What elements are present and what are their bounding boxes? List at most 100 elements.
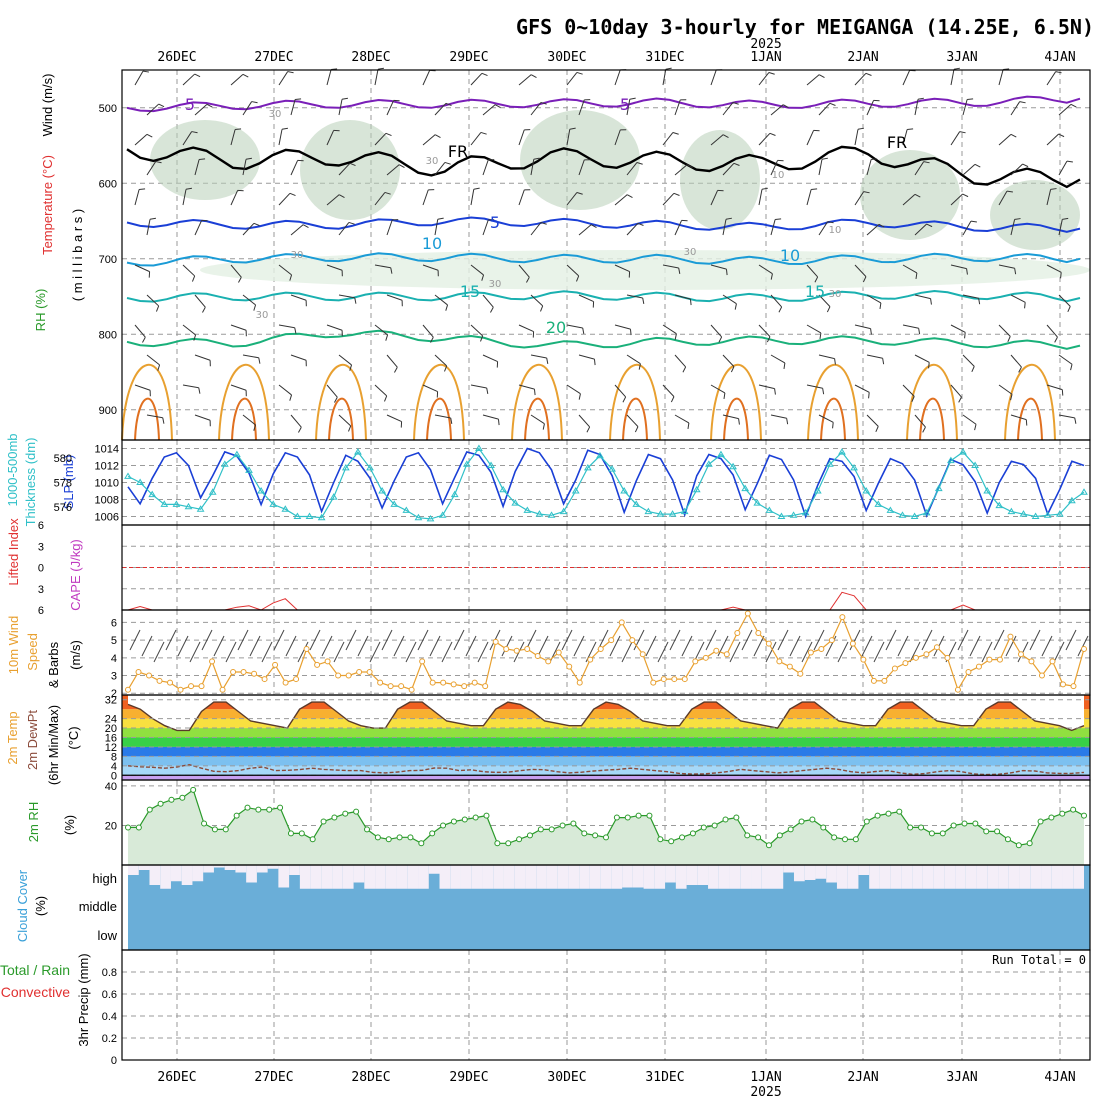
wind-barb-flag	[822, 388, 825, 395]
wind10m-panel: 2 3 4 5 6	[111, 610, 1090, 700]
thickness-tick: 576	[54, 502, 72, 514]
wind-speed-marker	[828, 637, 835, 644]
rh-marker	[874, 812, 881, 819]
cloud-bar	[740, 865, 752, 889]
wind-barb-flag	[385, 334, 389, 341]
thickness-marker	[729, 462, 737, 470]
wind-barb	[902, 324, 919, 329]
wind-barb	[530, 294, 544, 307]
slp-tick: 1006	[95, 512, 119, 524]
wind-barb	[758, 72, 770, 86]
wind-speed-marker	[860, 656, 867, 663]
wind10-barb	[669, 629, 681, 651]
temp-color-band	[122, 756, 1090, 766]
rh-marker	[1015, 842, 1022, 849]
rh-marker	[374, 834, 381, 841]
wind10-barb	[273, 629, 285, 651]
cloud-bar	[289, 865, 300, 875]
wind-barb-flag	[398, 164, 405, 168]
wind10-barb	[165, 629, 177, 651]
wind-barb-flag	[338, 194, 345, 198]
wind10-barb	[633, 629, 645, 651]
cloud-bar	[385, 865, 397, 889]
cloud-bar	[342, 865, 354, 889]
wind-barb	[998, 264, 1015, 269]
wind-barb	[626, 162, 638, 176]
temp-tick: 8	[111, 751, 117, 763]
wind-speed-marker	[912, 654, 919, 661]
wind-barb	[194, 159, 200, 176]
wind-barb-flag	[770, 273, 773, 280]
wind-barb	[998, 69, 1004, 86]
thickness-marker	[414, 513, 423, 521]
wind-barb-flag	[964, 332, 966, 339]
wind-barb-flag	[970, 220, 977, 223]
wind-barb	[626, 294, 643, 299]
cloud-bar	[138, 865, 150, 870]
rh-marker	[820, 824, 827, 831]
wind10-label: 10m Wind	[6, 616, 21, 675]
wind10-barb	[129, 629, 141, 651]
date-label-bottom: 28DEC	[351, 1070, 390, 1085]
wind-barb	[530, 102, 542, 116]
wind10-barb	[429, 635, 441, 657]
wind-barb	[278, 129, 283, 146]
wind10-barb	[741, 629, 753, 651]
wind-barb	[578, 99, 585, 116]
thickness-marker	[329, 493, 338, 500]
rh-marker	[798, 818, 805, 825]
wind-barb	[470, 384, 487, 389]
rh-tick: 20	[105, 820, 117, 832]
cloud-bar	[761, 865, 773, 889]
wind-barb	[326, 384, 338, 398]
wind-barb	[626, 414, 639, 427]
wind10-barb	[1077, 635, 1089, 657]
rh-marker	[592, 832, 599, 839]
wind-barb	[386, 354, 398, 368]
wind-barb-flag	[834, 358, 836, 365]
cloud-bar	[246, 865, 257, 883]
wind-barb	[530, 159, 535, 176]
cloud-bar	[267, 865, 279, 869]
precip-tick: 0.4	[102, 1011, 117, 1023]
wind10-barb	[561, 629, 573, 651]
wind-barb-flag	[672, 131, 679, 135]
wind-barb	[914, 294, 931, 300]
wind-speed-marker	[1059, 681, 1066, 688]
wind-barb-flag	[1014, 218, 1021, 220]
wind-barb-flag	[253, 222, 260, 227]
thickness-marker	[620, 487, 629, 494]
wind-barb-flag	[634, 426, 639, 433]
wind-barb-flag	[1010, 394, 1013, 401]
wind10-barb	[1041, 635, 1053, 657]
thickness-marker	[910, 512, 919, 519]
rh-marker	[1070, 806, 1077, 813]
slp-label: SLP (mb)	[61, 455, 76, 510]
thickness-marker	[499, 485, 508, 493]
cloud-bar	[976, 865, 988, 889]
wind-barb-flag	[480, 335, 484, 342]
wind-barb	[614, 129, 621, 146]
wind10-barb	[729, 641, 741, 663]
wind-speed-marker	[986, 656, 993, 663]
isotherm-line	[126, 329, 1081, 350]
wind-barb	[134, 324, 146, 338]
rh-marker	[570, 820, 577, 827]
wind-barb	[470, 132, 482, 146]
date-label-bottom: 4JAN	[1044, 1070, 1075, 1085]
cloud-bar	[396, 865, 408, 889]
wind-speed-marker	[398, 683, 405, 690]
wind-speed-marker	[471, 679, 478, 686]
wind-barb	[614, 384, 627, 398]
thickness-marker	[305, 512, 314, 519]
boundary-layer-contour	[328, 397, 354, 441]
wind-barb	[854, 264, 867, 277]
wind-barb-flag	[533, 157, 540, 160]
wind-barb-flag	[530, 74, 537, 78]
wind-barb	[242, 294, 256, 306]
wind-barb-flag	[783, 362, 786, 369]
wind-speed-line	[127, 612, 1085, 692]
wind-barb	[1058, 160, 1068, 176]
wind-barb	[950, 264, 967, 270]
wind-speed-marker	[125, 686, 131, 693]
